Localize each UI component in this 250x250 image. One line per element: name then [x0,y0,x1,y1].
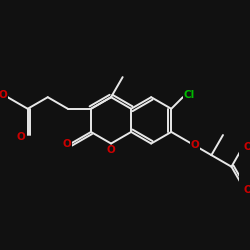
Text: O: O [63,138,72,148]
Text: O: O [191,140,200,150]
Text: O: O [107,145,116,155]
Text: Cl: Cl [184,90,195,100]
Text: O: O [0,90,7,100]
Text: O: O [17,132,26,141]
Text: O: O [243,184,250,194]
Text: O: O [243,142,250,152]
